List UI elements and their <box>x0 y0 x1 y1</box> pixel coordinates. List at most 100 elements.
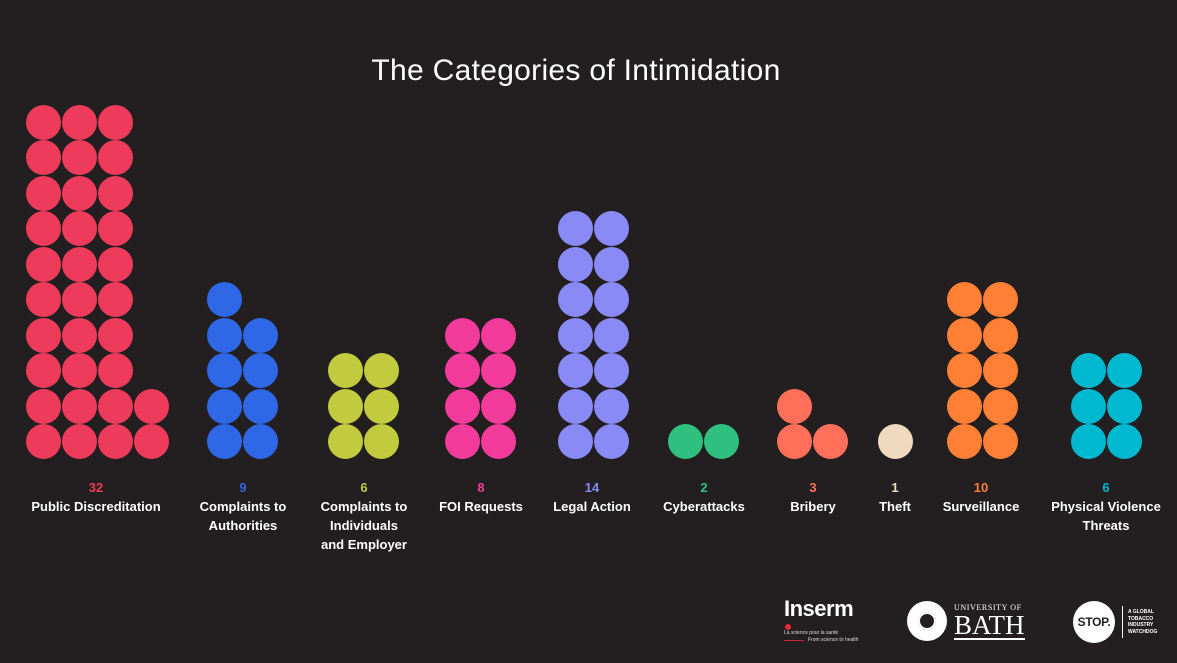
bath-university-of: UNIVERSITY OF <box>954 602 1022 612</box>
stop-subtitle-line: TOBACCO <box>1128 615 1154 622</box>
dot-icon <box>207 424 242 459</box>
dot-icon <box>26 424 61 459</box>
category-name: Surveillance <box>942 499 1020 514</box>
dot-icon <box>947 317 982 353</box>
category-name: Complaints to <box>320 499 408 514</box>
stop-divider <box>1122 606 1123 638</box>
dot-icon <box>26 140 61 175</box>
category-name: Legal Action <box>553 499 631 514</box>
dot-icon <box>558 246 593 282</box>
inserm-tagline-en: From science to health <box>784 637 859 644</box>
category-count: 14 <box>584 480 600 495</box>
dot-icon <box>558 353 593 388</box>
dot-icon <box>98 353 133 388</box>
dot-icon <box>26 353 61 388</box>
dot-icon <box>26 175 61 211</box>
dot-icon <box>62 246 97 282</box>
category-label: 8 FOI Requests <box>439 478 523 516</box>
category-label: 3 Bribery <box>790 478 836 516</box>
dot-icon <box>26 317 61 353</box>
dot-icon <box>594 317 629 353</box>
dot-icon <box>62 175 97 211</box>
dot-icon <box>207 317 242 353</box>
category-name: Cyberattacks <box>663 499 745 514</box>
dot-icon <box>594 353 629 388</box>
dot-icon <box>594 246 629 282</box>
dot-icon <box>98 388 133 424</box>
bath-name: BATH <box>954 609 1025 640</box>
dot-icon <box>328 353 363 388</box>
dot-icon <box>62 211 97 246</box>
dot-icon <box>445 353 480 388</box>
dot-icon <box>98 317 133 353</box>
dot-icon <box>26 211 61 246</box>
category-count: 1 <box>891 480 899 495</box>
dot-icon <box>26 388 61 424</box>
dot-icon <box>481 424 516 459</box>
dot-icon <box>26 246 61 282</box>
dot-icon <box>98 104 133 140</box>
dot-icon <box>668 424 703 459</box>
dot-icon <box>134 424 169 459</box>
dot-icon <box>594 282 629 317</box>
category-label: 6 Complaints to Individuals and Employer <box>321 478 408 554</box>
dot-icon <box>328 388 363 424</box>
dot-icon <box>207 282 242 317</box>
dot-icon <box>364 388 399 424</box>
stop-subtitle-line: A GLOBAL <box>1128 609 1154 615</box>
category-count: 8 <box>477 480 485 495</box>
category-name: Threats <box>1082 518 1130 533</box>
dot-icon <box>445 424 480 459</box>
dot-icon <box>481 317 516 353</box>
dot-icon <box>813 424 848 459</box>
dot-icon <box>983 282 1018 317</box>
dot-icon <box>243 424 278 459</box>
dot-icon <box>98 246 133 282</box>
dot-icon <box>26 282 61 317</box>
category-count: 9 <box>239 480 247 495</box>
category-count: 6 <box>360 480 368 495</box>
dot-icon <box>1107 424 1142 459</box>
category-name: FOI Requests <box>439 499 523 514</box>
dot-icon <box>777 388 812 424</box>
dot-icon <box>983 388 1018 424</box>
dot-icon <box>134 388 169 424</box>
category-name: Bribery <box>790 499 836 514</box>
inserm-wordmark: Inserm <box>784 596 854 621</box>
dot-icon <box>62 140 97 175</box>
stop-logo: STOP. A GLOBAL TOBACCO INDUSTRY WATCHDOG <box>1073 601 1157 643</box>
dot-icon <box>62 104 97 140</box>
stop-circle-icon: STOP. <box>1073 601 1115 643</box>
category-name: Public Discreditation <box>31 499 161 514</box>
chart-title: The Categories of Intimidation <box>371 54 781 87</box>
inserm-dot-icon <box>785 624 791 630</box>
category-count: 32 <box>88 480 104 495</box>
dot-icon <box>947 353 982 388</box>
dot-icon <box>594 211 629 246</box>
dot-icon <box>26 104 61 140</box>
dot-icon <box>364 424 399 459</box>
inserm-tagline-fr: La science pour la santé <box>784 630 839 636</box>
category-name: Complaints to <box>199 499 287 514</box>
category-count: 6 <box>1102 480 1110 495</box>
dot-icon <box>98 175 133 211</box>
dot-icon <box>558 424 593 459</box>
dot-icon <box>207 388 242 424</box>
stop-subtitle: A GLOBAL TOBACCO INDUSTRY WATCHDOG <box>1128 609 1157 635</box>
bath-seal-icon <box>907 601 947 641</box>
category-label: 1 Theft <box>879 478 911 516</box>
dot-icon <box>983 317 1018 353</box>
dot-icon <box>878 424 913 459</box>
dot-icon <box>777 424 812 459</box>
dot-icon <box>62 282 97 317</box>
dot-icon <box>1071 388 1106 424</box>
category-name: Authorities <box>208 518 278 533</box>
dot-icon <box>947 424 982 459</box>
dot-icon <box>98 211 133 246</box>
dot-icon <box>62 424 97 459</box>
dot-icon <box>62 388 97 424</box>
category-name: Physical Violence <box>1051 499 1161 514</box>
dot-icon <box>364 353 399 388</box>
dot-icon <box>62 317 97 353</box>
dot-icon <box>558 211 593 246</box>
